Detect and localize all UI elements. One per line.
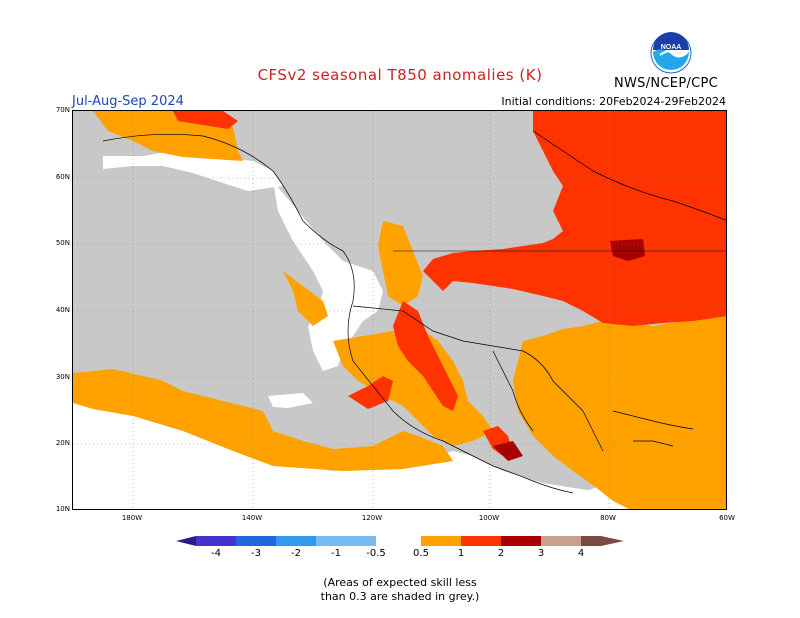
map-panel: [72, 110, 727, 510]
legend-label: -2: [291, 548, 301, 559]
org-label: NWS/NCEP/CPC: [614, 76, 719, 91]
map-title: CFSv2 seasonal T850 anomalies (K): [257, 66, 543, 84]
initial-conditions-label: Initial conditions: 20Feb2024-29Feb2024: [501, 95, 726, 108]
legend-swatch: [376, 536, 421, 546]
red-region-southwest: [393, 301, 458, 411]
legend-swatch: [501, 536, 541, 546]
orange-region-rockies: [378, 221, 423, 306]
legend-label: 0.5: [413, 548, 429, 559]
legend-swatch: [316, 536, 376, 546]
legend-swatch: [541, 536, 581, 546]
coastlines: [102, 130, 726, 494]
white-region-west-coast: [273, 181, 383, 371]
legend-label: 4: [577, 548, 585, 559]
season-label: Jul-Aug-Sep 2024: [72, 94, 184, 109]
lat-label: 30N: [55, 373, 70, 381]
white-region-alaska-north: [103, 151, 283, 191]
legend-swatch: [196, 536, 236, 546]
lat-label: 60N: [55, 173, 70, 181]
lon-label: 100W: [478, 514, 500, 522]
legend-swatch: [581, 536, 624, 546]
legend-swatch: [236, 536, 276, 546]
skill-note-line: than 0.3 are shaded in grey.): [320, 590, 480, 603]
legend-swatch: [176, 536, 196, 546]
skill-note-line: (Areas of expected skill less: [323, 576, 477, 589]
orange-region-pacific: [283, 271, 328, 326]
lon-label: 140W: [241, 514, 263, 522]
lat-label: 40N: [55, 306, 70, 314]
lat-label: 20N: [55, 439, 70, 447]
lat-label: 10N: [55, 505, 70, 513]
gridlines: [73, 111, 726, 509]
legend-label: -0.5: [366, 548, 386, 559]
legend-label: 1: [457, 548, 465, 559]
lat-label: 70N: [55, 106, 70, 114]
legend-swatch: [461, 536, 501, 546]
white-region-pacific-patch: [268, 393, 313, 408]
lon-label: 60W: [719, 514, 735, 522]
legend-label: -1: [331, 548, 341, 559]
orange-region-north-pacific-south: [73, 369, 453, 471]
red-region-alaska-north: [173, 111, 238, 129]
anomaly-map: [73, 111, 726, 509]
legend-label: -3: [251, 548, 261, 559]
darkred-region-central-america: [493, 441, 523, 461]
skill-note: (Areas of expected skill less than 0.3 a…: [0, 576, 800, 604]
color-legend: [176, 536, 624, 546]
lon-label: 180W: [121, 514, 143, 522]
legend-swatch: [276, 536, 316, 546]
darkred-region-quebec: [610, 239, 645, 261]
legend-label: 3: [537, 548, 545, 559]
red-region-canada-east: [423, 111, 726, 326]
red-region-mexico-west: [348, 376, 393, 409]
noaa-logo-icon: NOAA: [650, 32, 692, 74]
legend-label: -4: [211, 548, 221, 559]
lon-label: 80W: [600, 514, 616, 522]
lat-label: 50N: [55, 239, 70, 247]
lon-label: 120W: [361, 514, 383, 522]
legend-swatch: [421, 536, 461, 546]
logo-text: NOAA: [661, 44, 682, 51]
legend-label: 2: [497, 548, 505, 559]
